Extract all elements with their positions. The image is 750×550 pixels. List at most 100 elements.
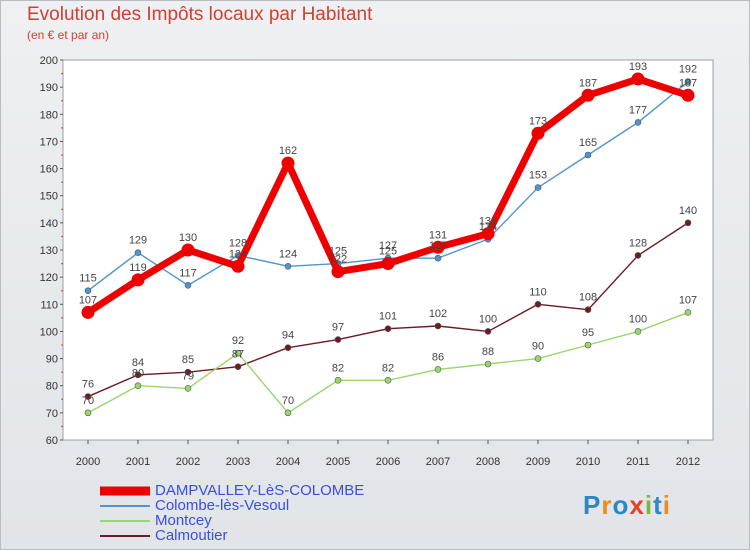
data-label: 88 (482, 346, 494, 358)
x-tick-label: 2010 (576, 456, 600, 468)
y-minor-dot (61, 235, 63, 238)
legend-swatch-icon (100, 505, 150, 507)
logo-letter: P (583, 490, 602, 520)
y-minor-dot (61, 181, 63, 183)
y-minor-dot (61, 127, 63, 129)
data-label: 119 (129, 262, 147, 274)
data-label: 128 (629, 237, 647, 249)
data-point (331, 265, 345, 279)
y-tick-label: 200 (40, 55, 58, 67)
y-tick-label: 110 (40, 299, 58, 311)
y-tick-label: 80 (46, 381, 58, 393)
data-point (581, 88, 595, 102)
chart-subtitle: (en € et par an) (27, 28, 110, 42)
data-label: 193 (629, 61, 647, 73)
data-point (184, 385, 192, 392)
data-point (84, 409, 92, 417)
data-point (634, 252, 642, 259)
x-tick-label: 2005 (326, 456, 350, 468)
y-minor-dot (61, 425, 63, 428)
data-label: 127 (429, 240, 447, 252)
proxiti-logo: Proxiti (583, 490, 671, 521)
y-tick-label: 60 (46, 435, 58, 447)
data-label: 82 (332, 362, 344, 374)
data-label: 122 (329, 254, 347, 266)
y-tick-label: 160 (40, 164, 58, 176)
y-minor-dot (61, 72, 63, 75)
data-point (634, 328, 642, 335)
data-label: 129 (129, 235, 147, 247)
data-point (184, 368, 192, 376)
data-point (81, 305, 95, 319)
data-point (334, 376, 342, 384)
data-label: 76 (82, 379, 94, 391)
data-point (84, 287, 92, 295)
plot-area (62, 59, 714, 441)
data-point (181, 243, 195, 257)
data-label: 107 (679, 294, 697, 306)
y-minor-dot (61, 289, 63, 292)
y-tick-label: 130 (40, 245, 58, 257)
data-point (431, 240, 445, 254)
data-point (584, 306, 592, 314)
data-label: 79 (182, 370, 194, 382)
data-label: 107 (79, 294, 97, 306)
data-label: 94 (282, 330, 294, 342)
legend-label: Colombe-lès-Vesoul (155, 497, 290, 514)
legend-swatch-icon (100, 486, 150, 496)
legend-swatch-icon (100, 535, 150, 537)
x-tick-label: 2008 (476, 456, 500, 468)
data-label: 165 (579, 137, 597, 149)
y-tick-label: 170 (40, 136, 58, 148)
data-point (684, 309, 692, 316)
x-tick-label: 2009 (526, 456, 550, 468)
data-point (334, 336, 342, 343)
data-label: 162 (279, 145, 297, 157)
legend-label: Calmoutier (155, 527, 228, 544)
y-tick-label: 100 (40, 326, 58, 338)
data-point (584, 151, 592, 159)
data-point (634, 119, 642, 126)
data-label: 84 (132, 357, 144, 369)
data-label: 124 (229, 248, 247, 260)
x-tick-label: 2011 (626, 456, 650, 468)
y-tick-label: 190 (40, 82, 58, 94)
data-point (384, 376, 392, 384)
data-point (481, 227, 495, 241)
data-label: 108 (579, 292, 597, 304)
legend-label: Montcey (155, 512, 212, 529)
x-tick-label: 2003 (226, 456, 250, 468)
data-label: 102 (429, 308, 447, 320)
y-tick-label: 90 (46, 354, 58, 366)
y-tick-label: 120 (40, 272, 58, 284)
data-label: 187 (579, 77, 597, 89)
data-label: 70 (282, 395, 294, 407)
data-point (534, 300, 542, 308)
data-point (234, 363, 242, 371)
y-minor-dot (61, 398, 63, 401)
x-tick-label: 2012 (676, 456, 700, 468)
data-label: 127 (379, 240, 397, 252)
data-label: 130 (179, 232, 197, 244)
logo-letter: t (653, 490, 663, 520)
data-point (584, 341, 592, 349)
data-point (434, 366, 442, 373)
data-point (484, 360, 492, 368)
data-point (281, 156, 295, 170)
data-point (284, 409, 292, 417)
data-label: 177 (629, 104, 647, 116)
y-tick-label: 150 (40, 191, 58, 203)
data-label: 117 (179, 267, 197, 279)
data-point (134, 371, 142, 379)
data-point (434, 322, 442, 330)
data-point (184, 281, 192, 289)
data-point (531, 126, 545, 140)
data-label: 140 (679, 205, 697, 217)
data-label: 85 (182, 354, 194, 366)
y-minor-dot (61, 99, 63, 102)
data-label: 86 (432, 351, 444, 363)
data-label: 173 (529, 115, 547, 127)
data-point (381, 257, 395, 271)
logo-letter: x (629, 490, 645, 520)
logo-letter: i (662, 490, 671, 520)
